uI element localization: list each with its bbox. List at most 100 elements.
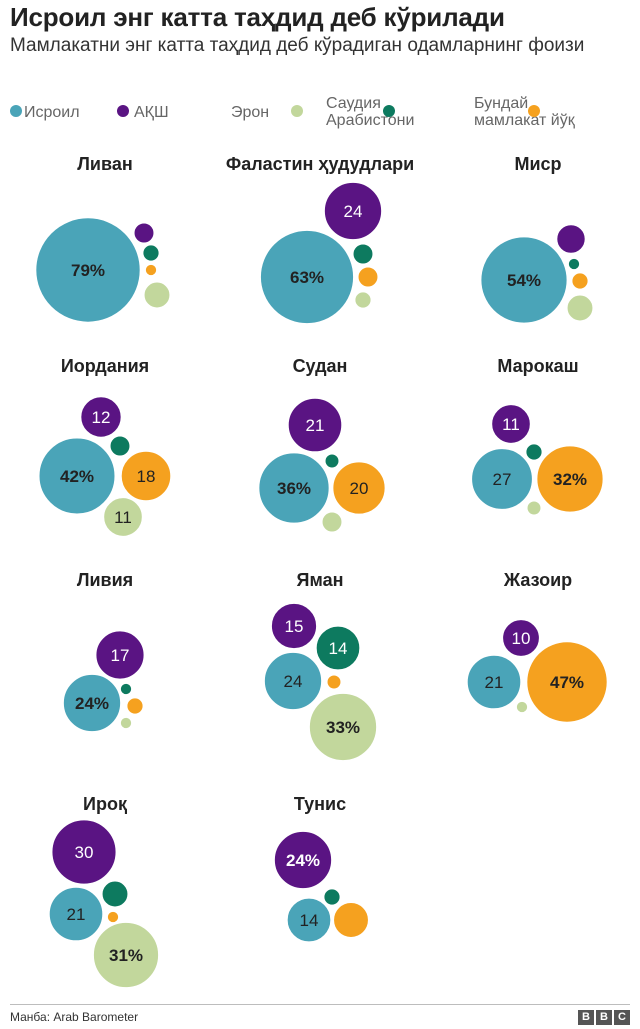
country-panel: Тунис 14 24%: [273, 794, 370, 943]
bubble-israel: [62, 673, 122, 733]
legend-label-saudi: Бундай мамлакат йўқ: [474, 95, 575, 129]
bubble-label-usa: 30: [75, 843, 94, 862]
country-title: Жазоир: [503, 570, 572, 590]
bubble-usa: [79, 395, 123, 439]
bubble-israel: [259, 229, 355, 325]
bbc-logo-letter: B: [596, 1010, 612, 1025]
bubble-label-saudi: 32%: [553, 470, 587, 489]
bubble-none: [566, 294, 594, 322]
legend-label-usa: АҚШ: [134, 104, 169, 121]
bubble-saudi: [332, 901, 370, 939]
country-title: Судан: [293, 356, 348, 376]
bubble-usa: [501, 618, 541, 658]
bubble-none: [353, 290, 373, 310]
bubble-saudi: [120, 450, 172, 502]
bubble-usa: [287, 397, 343, 453]
country-panel: Фаластин ҳудудлари 63% 24: [226, 154, 414, 325]
bubble-label-israel: 21: [485, 673, 504, 692]
bubble-label-usa: 17: [111, 646, 130, 665]
bubble-usa: [273, 830, 333, 890]
bubble-israel: [466, 654, 522, 710]
country-panel: Жазоир 21 47% 10: [466, 570, 609, 724]
bubble-iran: [141, 243, 161, 263]
country-panel: Ливия 24% 17: [62, 570, 146, 733]
country-panel: Миср 54%: [479, 154, 594, 325]
country-title: Ироқ: [83, 794, 128, 814]
bubble-label-saudi: 47%: [550, 673, 584, 692]
bubble-none: [321, 511, 343, 533]
chart-title: Исроил энг катта таҳдид деб кўрилади: [10, 2, 505, 32]
bubble-label-usa: 24: [344, 202, 363, 221]
bubble-usa: [94, 629, 146, 681]
bubble-label-iran: 14: [329, 639, 348, 658]
bubble-usa: [490, 403, 532, 445]
bubble-label-usa: 11: [502, 415, 520, 434]
bubble-label-israel: 63%: [290, 268, 324, 287]
bubble-israel: [34, 216, 142, 324]
bubble-label-israel: 24%: [75, 694, 109, 713]
country-panel: Марокаш 27 32% 11: [470, 356, 605, 516]
bubble-label-usa: 15: [285, 617, 304, 636]
bubble-label-israel: 79%: [71, 261, 105, 280]
bubble-usa: [270, 602, 318, 650]
legend-label-none: Эрон: [231, 104, 270, 121]
bubble-iran: [101, 880, 129, 908]
bubble-label-none: 11: [114, 508, 132, 527]
bubble-israel: [470, 447, 534, 511]
bubble-label-none: 33%: [326, 718, 360, 737]
bubble-saudi: [570, 271, 590, 291]
bubble-israel: [38, 437, 116, 515]
bubble-label-usa: 21: [306, 416, 325, 435]
country-title: Яман: [297, 570, 344, 590]
country-panel: Яман 33% 24 14 15: [263, 570, 378, 762]
bubble-label-israel: 54%: [507, 271, 541, 290]
country-title: Иордания: [61, 356, 149, 376]
source-note: Манба: Arab Barometer: [10, 1010, 139, 1024]
legend-dot-iran: [383, 105, 395, 117]
bubble-saudi: [125, 696, 145, 716]
bubble-label-saudi: 20: [350, 479, 369, 498]
bubble-iran: [567, 257, 581, 271]
country-panel: Судан 36% 20 21: [257, 356, 387, 533]
bubble-usa: [50, 818, 118, 886]
bubble-saudi: [535, 444, 605, 514]
country-title: Марокаш: [497, 356, 578, 376]
footer-divider: [10, 1004, 630, 1005]
country-title: Миср: [514, 154, 561, 174]
bubble-saudi: [525, 640, 609, 724]
country-title: Ливан: [77, 154, 132, 174]
bubble-label-israel: 27: [493, 470, 512, 489]
bubble-none: [102, 496, 144, 538]
bbc-logo-letter: B: [578, 1010, 594, 1025]
bubble-usa: [323, 181, 383, 241]
bubble-saudi: [331, 460, 387, 516]
bubble-iran: [315, 625, 361, 671]
country-panel: Ироқ 31% 21 30: [48, 794, 160, 989]
bubble-label-usa: 24%: [286, 851, 320, 870]
bubble-israel: [479, 235, 569, 325]
country-title: Тунис: [294, 794, 346, 814]
bubble-none: [515, 700, 529, 714]
country-panel: Иордания 11 42% 18 12: [38, 356, 172, 538]
bubble-saudi: [106, 910, 120, 924]
legend-dot-usa: [117, 105, 129, 117]
bubble-none: [308, 692, 378, 762]
bubble-none: [526, 500, 542, 516]
bubble-label-israel: 14: [300, 911, 319, 930]
bubble-iran: [352, 243, 374, 265]
bubble-label-saudi: 18: [137, 467, 156, 486]
bubble-none: [119, 716, 133, 730]
bubble-israel: [257, 451, 331, 525]
country-panel: Ливан 79%: [34, 154, 171, 324]
country-title: Ливия: [77, 570, 133, 590]
bubble-israel: [48, 886, 104, 942]
legend-label-israel: Исроил: [24, 104, 80, 121]
bubble-saudi: [144, 263, 158, 277]
bubble-label-israel: 24: [284, 672, 303, 691]
bubble-iran: [324, 453, 340, 469]
bubble-usa: [555, 223, 587, 255]
bubble-none: [92, 921, 160, 989]
country-title: Фаластин ҳудудлари: [226, 154, 414, 174]
bbc-logo-letter: C: [614, 1010, 630, 1025]
bubble-iran: [119, 682, 133, 696]
